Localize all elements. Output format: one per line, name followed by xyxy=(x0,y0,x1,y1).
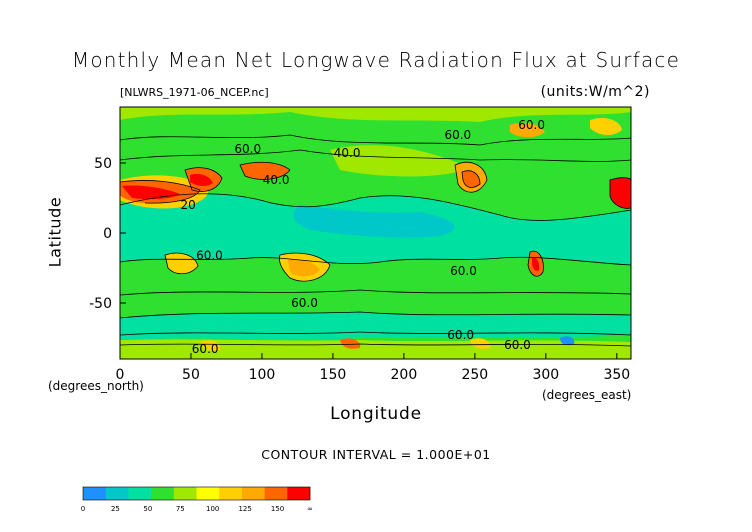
pacific-patch xyxy=(330,145,470,177)
colorbar-tick-label: 0 xyxy=(81,505,85,513)
contour-label: 60.0 xyxy=(450,264,477,278)
antarctic-yellow-speckle-2 xyxy=(470,338,491,349)
x-tick-label: 150 xyxy=(320,367,347,383)
contour-labels: 60.0 40.0 60.0 60.0 40.0 20 60.0 60.0 60.0 60.0 60… xyxy=(180,118,545,356)
chart-title: Monthly Mean Net Longwave Radiation Flux… xyxy=(71,48,681,72)
colorbar: 0 25 50 75 100 125 150 ∞ xyxy=(81,486,313,513)
x-tick-label: 0 xyxy=(116,367,125,383)
contour-label: 60.0 xyxy=(196,248,223,262)
x-axis: 0 50 100 150 200 250 300 350 xyxy=(116,353,630,383)
y-tick-label: 0 xyxy=(103,226,112,242)
north-edge-warm xyxy=(590,118,622,136)
contour-label: 40.0 xyxy=(334,146,361,160)
contour-label: 60.0 xyxy=(447,328,474,342)
arabia-core xyxy=(190,173,213,186)
australia-core xyxy=(288,259,320,277)
antarctic-yellow-speckle xyxy=(200,340,221,351)
x-tick-label: 200 xyxy=(391,367,418,383)
y-axis-unit-label: (degrees_north) xyxy=(48,379,144,393)
colorbar-swatch xyxy=(83,487,106,500)
y-axis: 50 0 -50 xyxy=(89,156,126,312)
y-tick-label: 50 xyxy=(94,156,112,172)
colorbar-tick-label: 25 xyxy=(111,505,120,513)
colorbar-swatch xyxy=(287,487,311,500)
colorbar-swatch xyxy=(196,487,220,500)
na-west-core xyxy=(462,170,480,188)
southern-ocean-band xyxy=(120,312,631,340)
arctic-band xyxy=(120,107,631,122)
contour-label: 60.0 xyxy=(291,296,318,310)
x-tick-label: 50 xyxy=(182,367,200,383)
arctic-warm xyxy=(510,122,545,138)
contour-label: 20 xyxy=(180,198,195,212)
y-tick-label: -50 xyxy=(89,296,112,312)
x-tick-label: 100 xyxy=(249,367,276,383)
sahara-core xyxy=(122,185,180,200)
colorbar-tick-label: 75 xyxy=(176,505,185,513)
central-asia-warm xyxy=(240,162,290,180)
x-tick-label: 350 xyxy=(603,367,630,383)
contour-label: 60.0 xyxy=(234,142,261,156)
colorbar-swatch xyxy=(219,487,243,500)
colorbar-swatch xyxy=(105,487,129,500)
contour-label: 40.0 xyxy=(263,173,290,187)
tropical-core xyxy=(293,205,455,238)
colorbar-swatch xyxy=(151,487,175,500)
colorbar-frame xyxy=(82,486,311,501)
colorbar-tick-label: 125 xyxy=(238,505,251,513)
contour-label: 60.0 xyxy=(518,118,545,132)
colorbar-tick-label: 100 xyxy=(206,505,219,513)
colorbar-tick-label: ∞ xyxy=(307,505,313,513)
andes-core xyxy=(532,257,540,271)
source-file-label: [NLWRS_1971-06_NCEP.nc] xyxy=(120,86,269,99)
x-axis-label: Longitude xyxy=(330,404,422,424)
x-axis-unit-label: (degrees_east) xyxy=(542,388,632,402)
colorbar-swatch xyxy=(264,487,288,500)
contour-label: 60.0 xyxy=(444,128,471,142)
colorbar-tick-label: 50 xyxy=(143,505,152,513)
south-africa-warm xyxy=(165,253,198,274)
units-label: (units:W/m^2) xyxy=(540,84,650,100)
plot-area: 60.0 40.0 60.0 60.0 40.0 20 60.0 60.0 60.0 60.0 60… xyxy=(89,106,632,383)
contour-lines xyxy=(120,134,631,347)
antarctic-orange-speckle xyxy=(340,338,361,349)
contour-label: 60.0 xyxy=(192,342,219,356)
colorbar-swatch xyxy=(173,487,197,500)
colorbar-swatch xyxy=(241,487,265,500)
x-tick-label: 250 xyxy=(461,367,488,383)
east-edge-hotspot xyxy=(610,177,631,209)
x-tick-label: 300 xyxy=(532,367,559,383)
antarctic-blue-speckle xyxy=(560,336,575,346)
colorbar-swatch xyxy=(128,487,152,500)
contour-interval-text: CONTOUR INTERVAL = 1.000E+01 xyxy=(261,447,491,462)
colorbar-tick-label: 150 xyxy=(271,505,284,513)
contour-label: 60.0 xyxy=(504,338,531,352)
